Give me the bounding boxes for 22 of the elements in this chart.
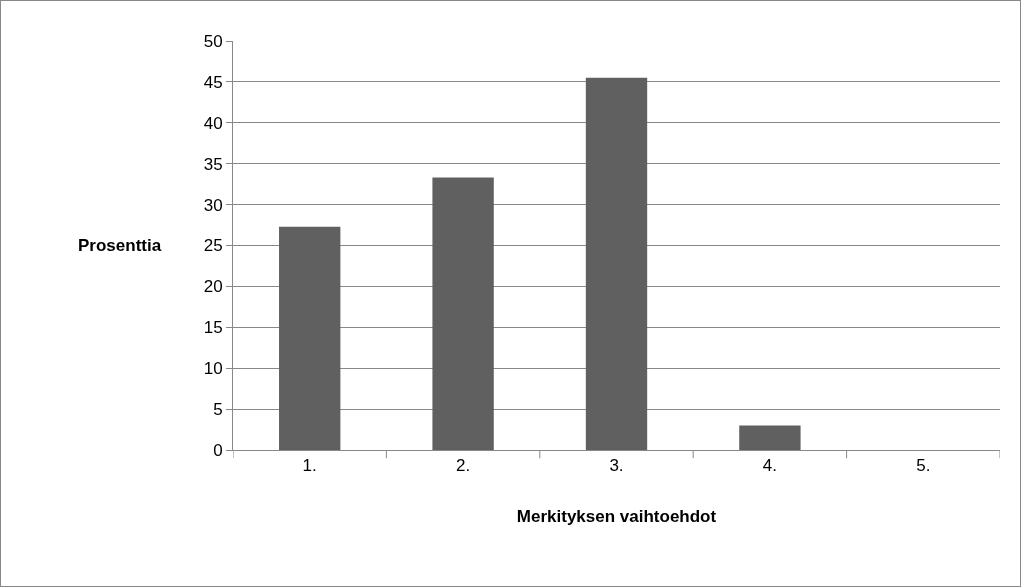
bar <box>279 226 341 450</box>
y-tick-label: 5 <box>213 400 223 420</box>
y-tick-label: 25 <box>203 236 223 256</box>
y-tick-label: 30 <box>203 195 223 215</box>
bar <box>739 425 801 450</box>
x-axis-title: Merkityksen vaihtoehdot <box>516 506 717 526</box>
x-tick-label: 2. <box>456 456 471 476</box>
y-tick-label: 50 <box>203 31 223 51</box>
y-tick-label: 35 <box>203 154 223 174</box>
x-tick-label: 5. <box>916 456 931 476</box>
y-tick-label: 0 <box>213 440 223 460</box>
y-tick-label: 45 <box>203 72 223 92</box>
y-tick-label: 10 <box>203 359 223 379</box>
y-tick-label: 15 <box>203 318 223 338</box>
bar <box>432 177 494 450</box>
x-tick-label: 4. <box>762 456 777 476</box>
y-tick-label: 20 <box>203 277 223 297</box>
x-tick-label: 1. <box>302 456 317 476</box>
y-tick-label: 40 <box>203 113 223 133</box>
x-tick-label: 3. <box>609 456 624 476</box>
y-axis-title: Prosenttia <box>78 236 162 255</box>
bar <box>585 77 648 450</box>
